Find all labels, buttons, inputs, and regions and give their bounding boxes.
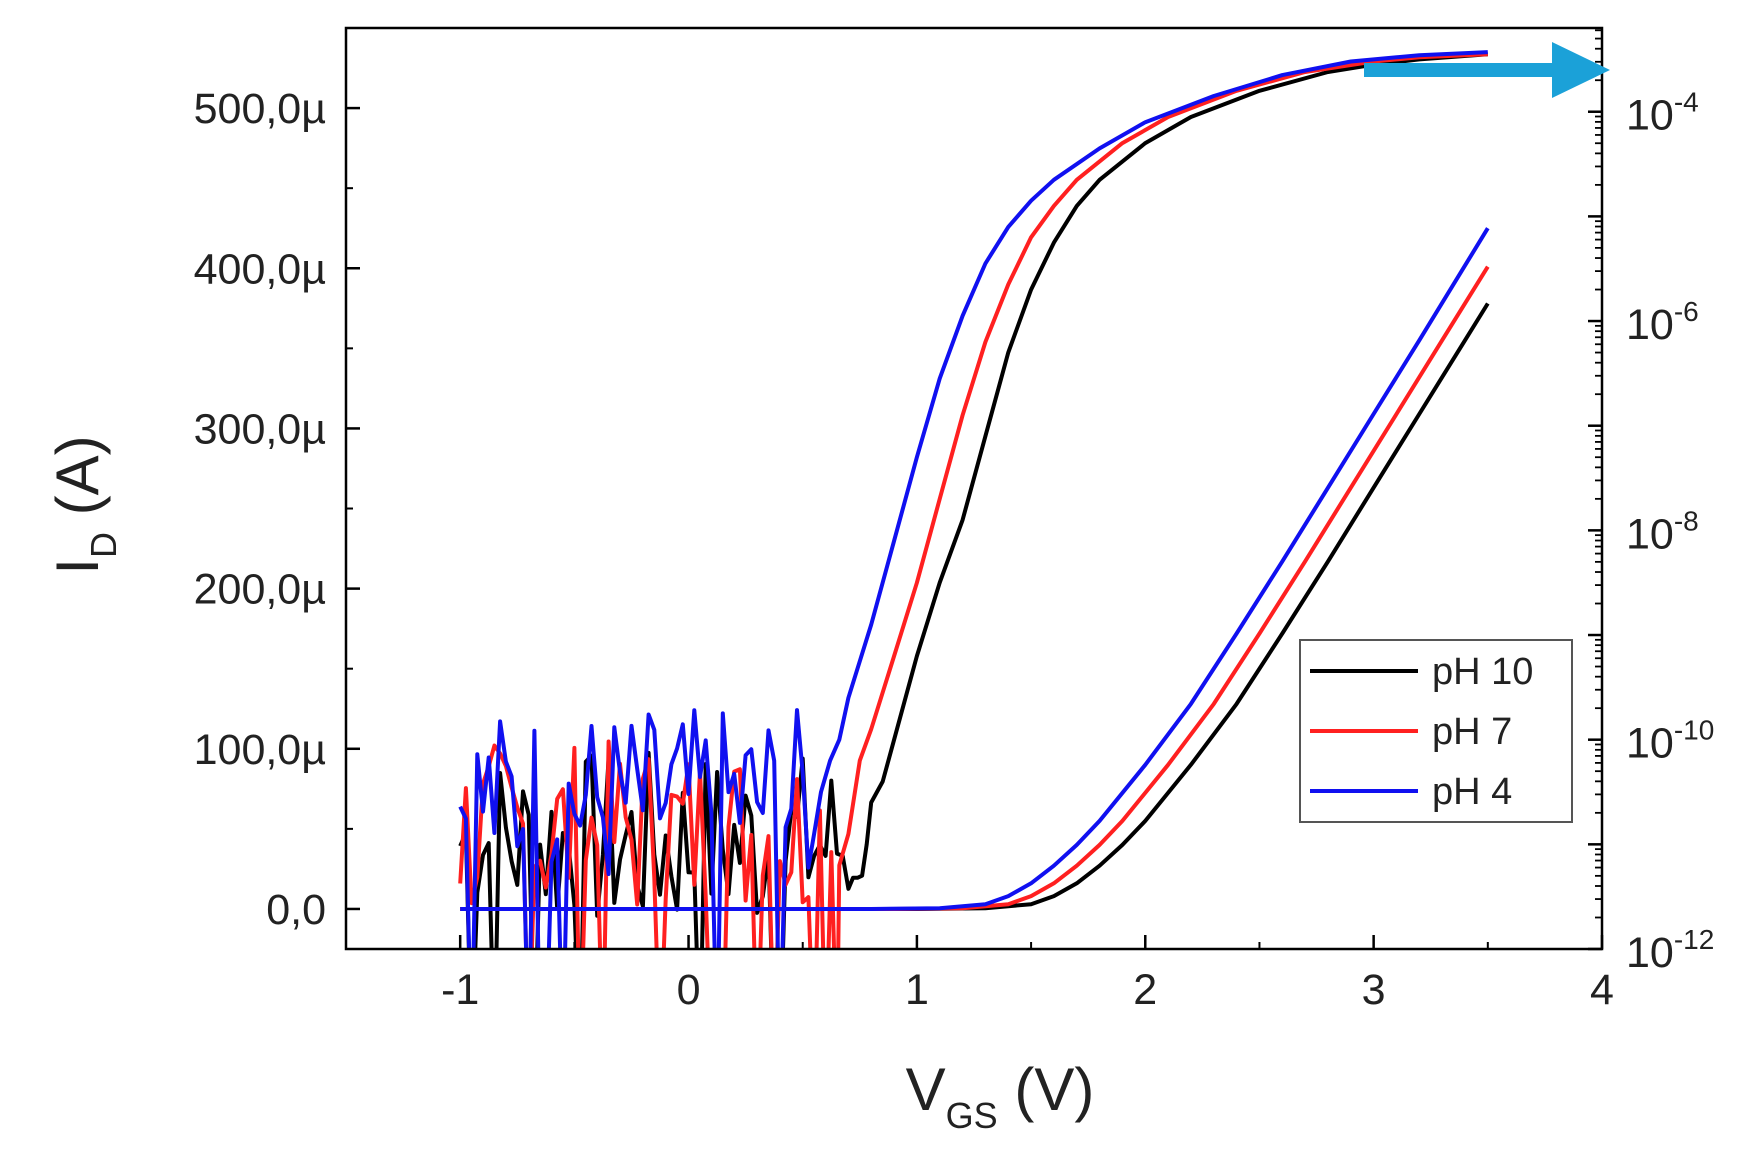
legend-label-ph10: pH 10 — [1432, 651, 1533, 693]
plot-frame — [344, 26, 1604, 951]
legend-label-ph4: pH 4 — [1432, 771, 1512, 813]
x-tick-label: 0 — [677, 966, 701, 1014]
y-left-tick-label: 100,0µ — [194, 726, 326, 774]
x-tick-label: 1 — [905, 966, 929, 1014]
y-axis-title: ID (A) — [44, 435, 124, 574]
y-right-tick-label: 10-10 — [1626, 715, 1714, 768]
series-log-ph7 — [458, 52, 1488, 949]
y-right-tick-label: 10-4 — [1626, 87, 1699, 140]
y-right-tick-label: 10-8 — [1626, 505, 1699, 558]
plot-area — [458, 50, 1490, 949]
x-tick-label: 2 — [1133, 966, 1157, 1014]
y-left-tick-label: 400,0µ — [194, 245, 326, 293]
y-right-tick-label: 10-6 — [1626, 296, 1699, 349]
y-right-tick-label: 10-12 — [1626, 924, 1714, 977]
x-axis-title: VGS (V) — [906, 1056, 1095, 1136]
series-linear-ph7 — [460, 265, 1490, 911]
x-tick-label: 4 — [1590, 966, 1614, 1014]
y-left-tick-label: 200,0µ — [194, 566, 326, 614]
axis-ticks — [345, 29, 1604, 951]
tick-labels: -1 0 1 2 3 4 0,0 100,0µ 200,0µ 300,0µ 400,0µ 500,0µ… — [194, 85, 1715, 1014]
series-log-ph4 — [458, 50, 1488, 949]
series-linear-ph10 — [460, 302, 1490, 911]
legend-label-ph7: pH 7 — [1432, 711, 1512, 753]
x-tick-label: 3 — [1362, 966, 1386, 1014]
right-axis-arrow — [1364, 42, 1610, 98]
x-tick-label: -1 — [441, 966, 479, 1014]
arrow-head — [1552, 42, 1610, 98]
series-linear-ph4 — [460, 227, 1490, 911]
y-left-tick-label: 500,0µ — [194, 85, 326, 133]
legend: pH 10 pH 7 pH 4 — [1299, 639, 1573, 823]
y-left-tick-label: 0,0 — [266, 886, 326, 934]
y-left-tick-label: 300,0µ — [194, 405, 326, 453]
